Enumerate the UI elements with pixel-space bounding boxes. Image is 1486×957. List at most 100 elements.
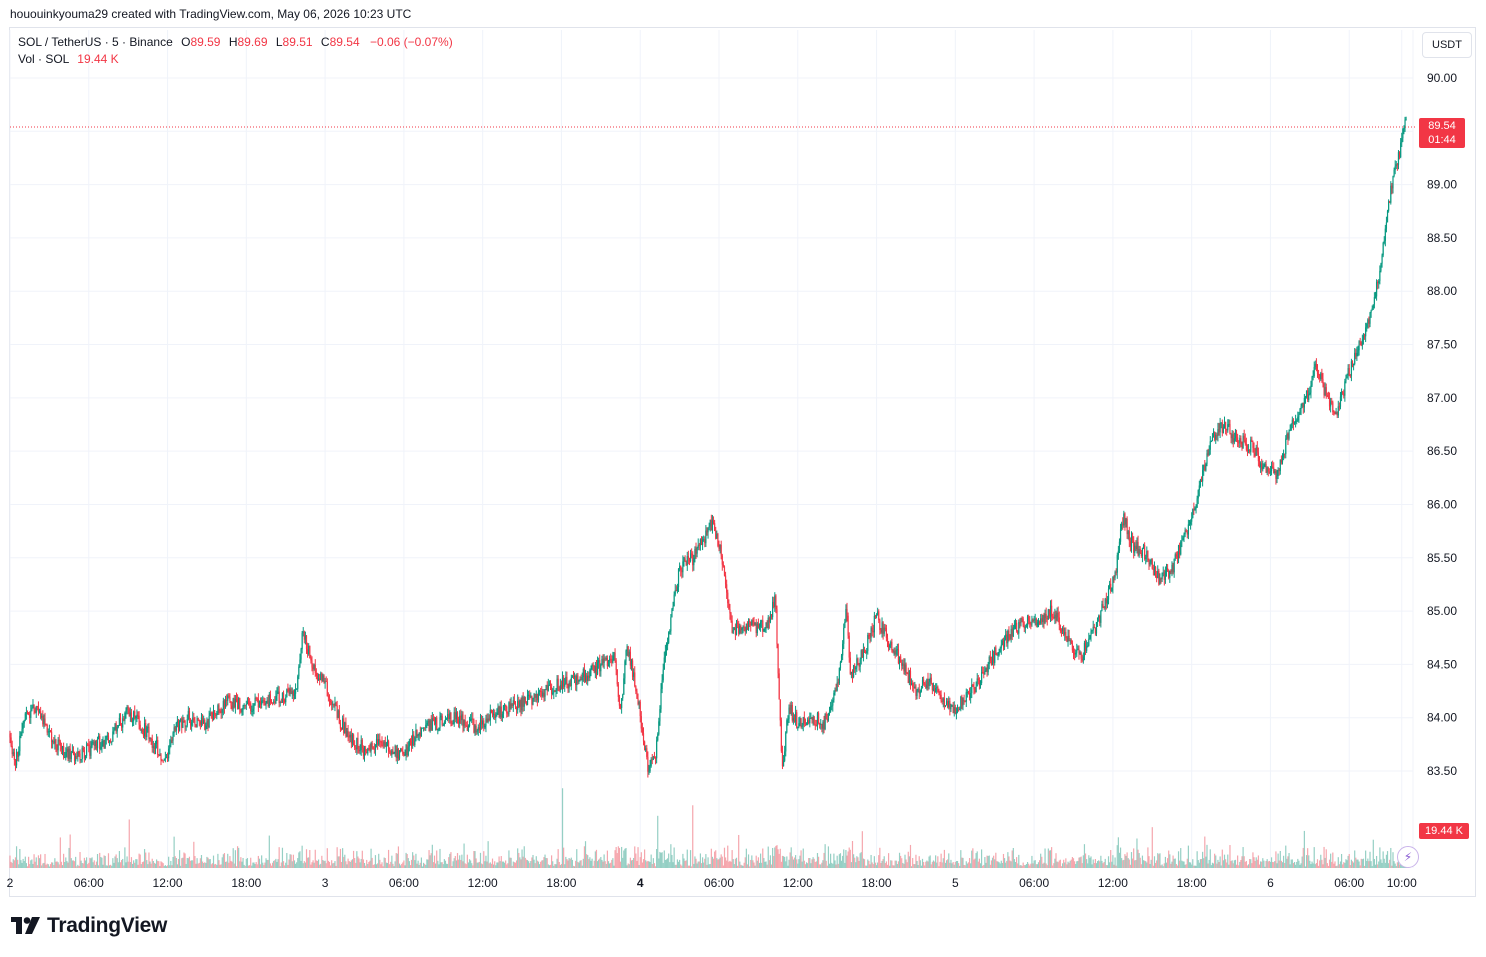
volume-bar (660, 852, 662, 868)
candle-body (730, 613, 732, 621)
candle-body (851, 672, 854, 678)
candle-body (1296, 420, 1298, 422)
candle-body (533, 693, 535, 699)
candle-body (997, 654, 999, 656)
volume-bar (182, 857, 184, 868)
candle-body (1250, 439, 1252, 453)
volume-bar (563, 847, 565, 868)
candle-body (414, 740, 416, 746)
tradingview-logo[interactable]: TradingView (11, 914, 167, 938)
volume-bar (1116, 845, 1118, 868)
candle-body (1348, 368, 1350, 376)
volume-bar (113, 862, 115, 868)
candle-body (1028, 616, 1030, 621)
volume-bar (913, 864, 915, 868)
candle-body (160, 754, 162, 761)
candle-body (559, 684, 561, 691)
candle-body (879, 620, 881, 630)
volume-bar (326, 848, 328, 868)
volume-bar (279, 866, 281, 868)
candle-body (1333, 412, 1335, 414)
candle-body (732, 630, 734, 633)
candle-body (707, 527, 709, 533)
volume-bar (1021, 866, 1023, 868)
candles (9, 116, 1407, 778)
volume-bar (1191, 864, 1193, 868)
volume-bar (139, 854, 141, 868)
volume-bar (1067, 861, 1069, 868)
volume-bar (1170, 863, 1172, 868)
volume-bar (1040, 853, 1042, 868)
volume-bar (369, 860, 371, 868)
candle-body (476, 730, 478, 733)
volume-bar (1269, 861, 1272, 868)
candle-body (490, 709, 493, 712)
candle-body (952, 705, 954, 714)
volume-bar (894, 860, 896, 868)
candle-body (1301, 402, 1303, 407)
volume-bar (857, 857, 859, 868)
candle-body (1118, 541, 1121, 551)
volume-bar (342, 848, 344, 868)
currency-button[interactable]: USDT (1422, 32, 1472, 58)
volume-bar (1293, 861, 1296, 868)
candle-body (1278, 469, 1280, 472)
volume-bar (1197, 860, 1199, 868)
candle-body (1394, 166, 1396, 170)
lightning-icon[interactable]: ⚡ (1397, 846, 1419, 868)
candle-body (289, 688, 291, 694)
volume-bar (921, 858, 924, 868)
volume-bar (1356, 859, 1358, 868)
volume-bar (524, 857, 526, 868)
candle-body (575, 676, 577, 685)
symbol-label[interactable]: SOL / TetherUS · 5 · Binance (18, 35, 173, 49)
candle-body (497, 707, 499, 713)
volume-bar (1252, 852, 1254, 868)
volume-bar (885, 861, 888, 868)
candle-body (1214, 431, 1216, 440)
candle-body (1024, 627, 1026, 629)
volume-bar (810, 863, 812, 868)
candle-body (792, 717, 795, 721)
volume-bar (59, 837, 61, 868)
candle-body (1292, 419, 1295, 425)
candle-body (48, 731, 50, 733)
candle-body (1077, 648, 1079, 650)
candle-body (714, 523, 716, 531)
volume-bar (846, 855, 848, 868)
volume-bar (892, 865, 894, 868)
candle-body (1112, 576, 1114, 588)
candle-body (852, 665, 855, 678)
volume-bar (621, 846, 623, 868)
candle-body (316, 675, 319, 681)
candle-body (1116, 555, 1118, 573)
candle-body (1380, 263, 1382, 271)
volume-bar (217, 853, 219, 868)
candle-body (354, 745, 356, 748)
candle-body (1002, 640, 1005, 647)
candle-body (459, 715, 461, 724)
candle-body (444, 719, 447, 723)
volume-label[interactable]: Vol · SOL (18, 52, 69, 66)
volume-bar (1218, 862, 1220, 868)
candle-body (987, 663, 989, 673)
volume-bar (720, 854, 722, 868)
volume-bar (1031, 855, 1033, 868)
candle-body (238, 698, 240, 709)
candle-body (746, 623, 749, 630)
volume-bar (677, 861, 680, 868)
volume-bar (106, 865, 108, 868)
candle-body (977, 678, 979, 681)
volume-bar (299, 851, 301, 868)
volume-bar (320, 863, 322, 868)
legend: SOL / TetherUS · 5 · Binance O89.59 H89.… (18, 34, 453, 68)
candle-body (11, 745, 13, 755)
volume-bar (757, 857, 759, 868)
volume-bar (1391, 865, 1393, 868)
candle-body (426, 722, 428, 725)
volume-bar (1203, 858, 1205, 868)
candle-body (309, 645, 311, 659)
volume-bar (1205, 856, 1207, 868)
candle-body (141, 729, 143, 732)
